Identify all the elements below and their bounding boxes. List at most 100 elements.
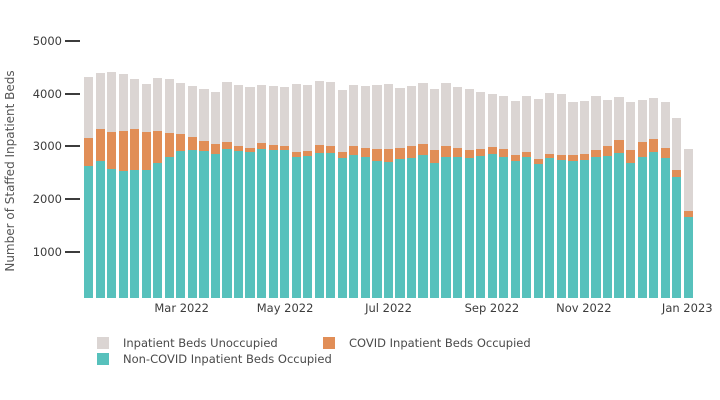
segment-covid-inpatient-beds-occupied[interactable] <box>406 146 417 158</box>
segment-covid-inpatient-beds-occupied[interactable] <box>476 148 486 156</box>
segment-non-covid-inpatient-beds-occupied[interactable] <box>118 171 128 298</box>
segment-inpatient-beds-unoccupied[interactable] <box>141 83 151 133</box>
segment-covid-inpatient-beds-occupied[interactable] <box>303 150 313 156</box>
segment-non-covid-inpatient-beds-occupied[interactable] <box>360 156 370 298</box>
bar-week-50[interactable] <box>649 98 659 298</box>
segment-covid-inpatient-beds-occupied[interactable] <box>510 154 520 162</box>
segment-covid-inpatient-beds-occupied[interactable] <box>649 139 659 152</box>
segment-covid-inpatient-beds-occupied[interactable] <box>187 136 198 151</box>
segment-inpatient-beds-unoccupied[interactable] <box>360 86 370 148</box>
segment-covid-inpatient-beds-occupied[interactable] <box>141 132 151 170</box>
segment-inpatient-beds-unoccupied[interactable] <box>602 99 613 147</box>
bar-week-10[interactable] <box>187 86 198 298</box>
segment-non-covid-inpatient-beds-occupied[interactable] <box>337 158 347 298</box>
segment-covid-inpatient-beds-occupied[interactable] <box>268 145 278 151</box>
segment-covid-inpatient-beds-occupied[interactable] <box>418 144 428 156</box>
segment-covid-inpatient-beds-occupied[interactable] <box>464 150 474 159</box>
segment-covid-inpatient-beds-occupied[interactable] <box>314 145 324 153</box>
segment-covid-inpatient-beds-occupied[interactable] <box>487 147 497 155</box>
bar-week-37[interactable] <box>499 95 509 298</box>
segment-covid-inpatient-beds-occupied[interactable] <box>522 152 532 158</box>
bar-week-14[interactable] <box>233 84 244 298</box>
segment-covid-inpatient-beds-occupied[interactable] <box>107 131 117 169</box>
segment-covid-inpatient-beds-occupied[interactable] <box>383 149 394 163</box>
segment-covid-inpatient-beds-occupied[interactable] <box>660 147 670 158</box>
segment-inpatient-beds-unoccupied[interactable] <box>637 99 647 142</box>
segment-non-covid-inpatient-beds-occupied[interactable] <box>291 156 301 298</box>
segment-covid-inpatient-beds-occupied[interactable] <box>130 129 140 171</box>
segment-inpatient-beds-unoccupied[interactable] <box>522 96 532 153</box>
bar-week-36[interactable] <box>487 94 497 298</box>
bar-week-1[interactable] <box>84 77 94 298</box>
bar-week-4[interactable] <box>118 73 128 298</box>
segment-non-covid-inpatient-beds-occupied[interactable] <box>660 157 670 298</box>
segment-covid-inpatient-beds-occupied[interactable] <box>349 146 359 156</box>
segment-inpatient-beds-unoccupied[interactable] <box>649 98 659 140</box>
segment-non-covid-inpatient-beds-occupied[interactable] <box>418 155 428 298</box>
bar-week-12[interactable] <box>210 92 221 298</box>
segment-covid-inpatient-beds-occupied[interactable] <box>372 148 382 161</box>
segment-non-covid-inpatient-beds-occupied[interactable] <box>395 159 405 298</box>
bar-week-25[interactable] <box>360 86 370 298</box>
segment-non-covid-inpatient-beds-occupied[interactable] <box>614 152 624 298</box>
segment-covid-inpatient-beds-occupied[interactable] <box>280 146 290 151</box>
legend-item-noncovid-occupied[interactable]: Non-COVID Inpatient Beds Occupied <box>97 352 332 366</box>
segment-non-covid-inpatient-beds-occupied[interactable] <box>176 151 186 298</box>
segment-non-covid-inpatient-beds-occupied[interactable] <box>314 152 324 298</box>
bar-week-45[interactable] <box>591 96 601 298</box>
bar-week-13[interactable] <box>222 82 232 298</box>
bar-week-35[interactable] <box>476 91 486 298</box>
segment-covid-inpatient-beds-occupied[interactable] <box>441 145 451 158</box>
segment-covid-inpatient-beds-occupied[interactable] <box>499 149 509 158</box>
segment-inpatient-beds-unoccupied[interactable] <box>660 101 670 148</box>
bar-week-17[interactable] <box>268 85 278 298</box>
segment-covid-inpatient-beds-occupied[interactable] <box>625 149 636 164</box>
segment-non-covid-inpatient-beds-occupied[interactable] <box>95 160 105 298</box>
segment-inpatient-beds-unoccupied[interactable] <box>510 101 520 155</box>
segment-covid-inpatient-beds-occupied[interactable] <box>453 148 463 158</box>
segment-non-covid-inpatient-beds-occupied[interactable] <box>256 149 267 298</box>
segment-covid-inpatient-beds-occupied[interactable] <box>579 154 590 160</box>
segment-non-covid-inpatient-beds-occupied[interactable] <box>476 155 486 298</box>
segment-non-covid-inpatient-beds-occupied[interactable] <box>280 150 290 298</box>
segment-covid-inpatient-beds-occupied[interactable] <box>199 140 209 152</box>
segment-covid-inpatient-beds-occupied[interactable] <box>429 149 440 163</box>
bar-week-30[interactable] <box>418 82 428 298</box>
bar-week-28[interactable] <box>395 88 405 298</box>
segment-non-covid-inpatient-beds-occupied[interactable] <box>487 154 497 298</box>
segment-covid-inpatient-beds-occupied[interactable] <box>602 146 613 156</box>
bar-week-24[interactable] <box>349 85 359 298</box>
segment-covid-inpatient-beds-occupied[interactable] <box>291 152 301 157</box>
segment-inpatient-beds-unoccupied[interactable] <box>453 87 463 149</box>
segment-inpatient-beds-unoccupied[interactable] <box>476 91 486 149</box>
segment-inpatient-beds-unoccupied[interactable] <box>533 98 543 159</box>
segment-covid-inpatient-beds-occupied[interactable] <box>164 132 174 157</box>
segment-covid-inpatient-beds-occupied[interactable] <box>118 131 128 172</box>
segment-covid-inpatient-beds-occupied[interactable] <box>614 140 624 153</box>
segment-non-covid-inpatient-beds-occupied[interactable] <box>303 155 313 298</box>
segment-inpatient-beds-unoccupied[interactable] <box>210 92 221 144</box>
segment-non-covid-inpatient-beds-occupied[interactable] <box>210 154 221 298</box>
segment-non-covid-inpatient-beds-occupied[interactable] <box>141 169 151 298</box>
segment-non-covid-inpatient-beds-occupied[interactable] <box>107 168 117 298</box>
bar-week-48[interactable] <box>625 102 636 298</box>
segment-non-covid-inpatient-beds-occupied[interactable] <box>591 157 601 298</box>
segment-inpatient-beds-unoccupied[interactable] <box>614 97 624 141</box>
segment-covid-inpatient-beds-occupied[interactable] <box>95 129 105 161</box>
segment-covid-inpatient-beds-occupied[interactable] <box>337 152 347 159</box>
segment-non-covid-inpatient-beds-occupied[interactable] <box>568 161 578 298</box>
segment-inpatient-beds-unoccupied[interactable] <box>118 73 128 132</box>
segment-covid-inpatient-beds-occupied[interactable] <box>153 130 163 163</box>
bar-week-27[interactable] <box>383 84 394 298</box>
segment-inpatient-beds-unoccupied[interactable] <box>84 77 94 139</box>
segment-non-covid-inpatient-beds-occupied[interactable] <box>383 162 394 298</box>
segment-inpatient-beds-unoccupied[interactable] <box>280 87 290 147</box>
segment-inpatient-beds-unoccupied[interactable] <box>187 86 198 137</box>
bar-week-23[interactable] <box>337 89 347 298</box>
segment-inpatient-beds-unoccupied[interactable] <box>683 149 693 212</box>
segment-inpatient-beds-unoccupied[interactable] <box>487 94 497 147</box>
segment-covid-inpatient-beds-occupied[interactable] <box>683 211 693 217</box>
segment-non-covid-inpatient-beds-occupied[interactable] <box>499 157 509 298</box>
bar-week-6[interactable] <box>141 83 151 298</box>
segment-covid-inpatient-beds-occupied[interactable] <box>591 150 601 158</box>
